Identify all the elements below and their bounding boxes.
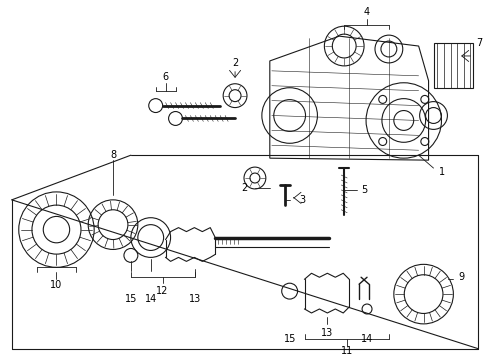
- Circle shape: [148, 99, 163, 113]
- Text: 14: 14: [360, 334, 372, 344]
- Text: 15: 15: [283, 334, 295, 344]
- Text: 9: 9: [457, 272, 464, 282]
- Text: 1: 1: [438, 167, 444, 177]
- Text: 6: 6: [162, 72, 168, 82]
- Text: 13: 13: [321, 328, 333, 338]
- Text: 10: 10: [50, 280, 62, 290]
- Text: 2: 2: [241, 183, 247, 193]
- Text: 13: 13: [189, 294, 201, 304]
- Text: 8: 8: [110, 150, 116, 160]
- Text: 5: 5: [360, 185, 366, 195]
- Text: 11: 11: [340, 346, 353, 356]
- Text: 2: 2: [231, 58, 238, 68]
- Text: 14: 14: [144, 294, 157, 304]
- Text: 3: 3: [299, 195, 305, 205]
- Text: 4: 4: [363, 7, 369, 17]
- Text: 7: 7: [475, 38, 482, 48]
- Circle shape: [168, 112, 182, 125]
- Text: 12: 12: [156, 286, 168, 296]
- Text: 15: 15: [124, 294, 137, 304]
